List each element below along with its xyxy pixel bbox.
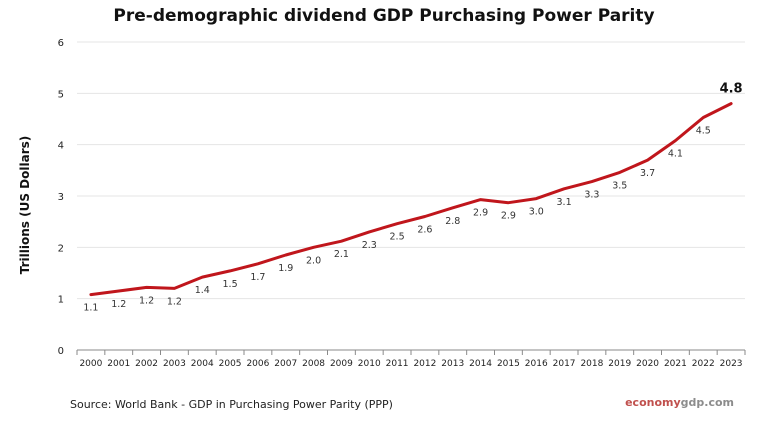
data-label: 1.5: [223, 279, 238, 290]
y-tick-label: 1: [58, 295, 64, 306]
data-label: 3.0: [529, 207, 544, 218]
x-tick-label: 2004: [191, 359, 214, 369]
x-tick-label: 2000: [79, 359, 102, 369]
data-label: 2.1: [334, 249, 349, 260]
data-label: 1.7: [250, 272, 265, 283]
y-tick-label: 0: [58, 346, 64, 357]
x-tick-label: 2001: [107, 359, 130, 369]
data-label: 1.2: [111, 299, 126, 310]
chart-title: Pre-demographic dividend GDP Purchasing …: [113, 6, 655, 26]
x-tick-label: 2014: [469, 359, 492, 369]
data-label: 2.3: [362, 240, 377, 251]
data-label: 1.2: [167, 296, 182, 307]
x-tick-label: 2007: [274, 359, 297, 369]
x-tick-label: 2003: [163, 359, 186, 369]
series-line: [89, 102, 733, 297]
brand-part-1: economy: [625, 396, 681, 409]
x-tick-label: 2016: [525, 359, 548, 369]
data-label: 2.9: [501, 211, 516, 222]
x-tick-label: 2019: [608, 359, 631, 369]
data-label: 3.7: [640, 168, 655, 179]
x-tick-label: 2015: [497, 359, 520, 369]
data-label: 2.6: [417, 225, 432, 236]
data-label: 4.5: [696, 125, 711, 136]
data-label: 1.4: [195, 285, 210, 296]
data-label: 3.5: [612, 180, 627, 191]
x-tick-label: 2011: [386, 359, 409, 369]
x-tick-label: 2009: [330, 359, 353, 369]
data-label: 2.8: [445, 216, 460, 227]
x-tick-label: 2013: [441, 359, 464, 369]
x-tick-label: 2018: [580, 359, 603, 369]
data-label: 3.3: [584, 190, 599, 201]
x-tick-label: 2021: [664, 359, 687, 369]
x-tick-label: 2020: [636, 359, 659, 369]
x-tick-label: 2002: [135, 359, 158, 369]
data-label: 2.5: [390, 232, 405, 243]
x-tick-label: 2006: [246, 359, 269, 369]
x-tick-label: 2012: [413, 359, 436, 369]
brand-part-2: gdp.com: [680, 396, 734, 409]
data-label: 1.2: [139, 295, 154, 306]
y-tick-label: 3: [58, 192, 64, 203]
data-label: 3.1: [557, 197, 572, 208]
data-label: 4.8: [720, 82, 743, 97]
x-tick-label: 2017: [553, 359, 576, 369]
x-tick-label: 2010: [358, 359, 381, 369]
data-label: 1.9: [278, 263, 293, 274]
x-tick-label: 2005: [219, 359, 242, 369]
data-label: 2.0: [306, 255, 321, 266]
x-tick-label: 2022: [692, 359, 715, 369]
brand-logo: economygdp.com: [625, 396, 734, 409]
x-tick-label: 2008: [302, 359, 325, 369]
x-tick-label: 2023: [720, 359, 743, 369]
source-note: Source: World Bank - GDP in Purchasing P…: [70, 398, 393, 411]
data-label: 2.9: [473, 208, 488, 219]
data-label: 4.1: [668, 149, 683, 160]
y-tick-label: 5: [58, 89, 64, 100]
y-tick-label: 6: [58, 38, 64, 49]
data-label: 1.1: [83, 303, 98, 314]
y-tick-label: 4: [58, 141, 64, 152]
y-tick-label: 2: [58, 243, 64, 254]
